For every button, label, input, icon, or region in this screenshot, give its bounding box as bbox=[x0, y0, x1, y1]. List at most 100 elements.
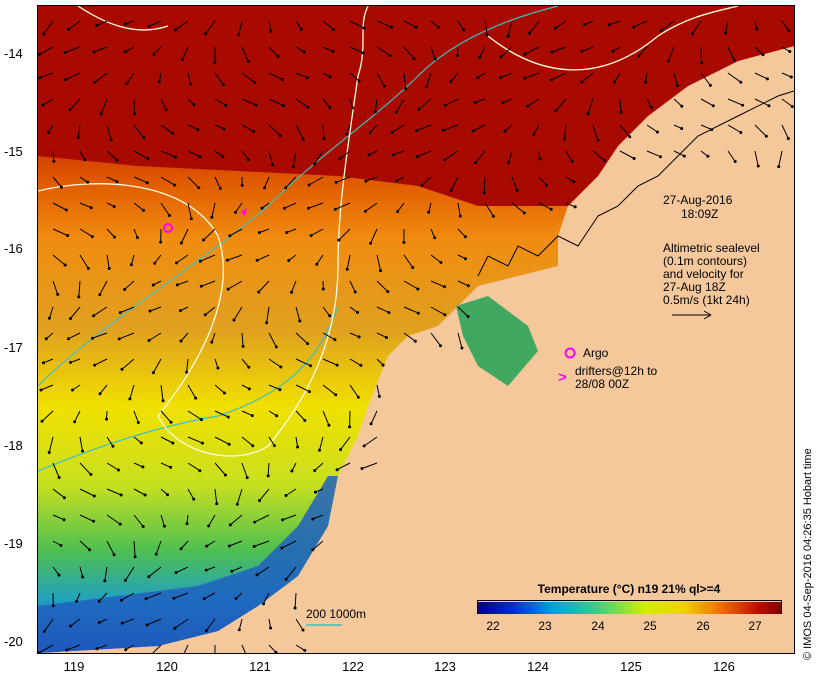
velocity-vector bbox=[79, 436, 83, 452]
velocity-vector bbox=[181, 46, 189, 60]
velocity-vector bbox=[592, 124, 599, 141]
velocity-vector bbox=[445, 98, 459, 106]
velocity-vector bbox=[231, 566, 243, 572]
velocity-vector-head bbox=[59, 185, 63, 189]
velocity-vector bbox=[619, 124, 631, 138]
velocity-vector bbox=[363, 436, 378, 447]
velocity-vector-head bbox=[221, 83, 225, 87]
velocity-vector bbox=[502, 98, 513, 104]
velocity-vector-field bbox=[38, 20, 794, 653]
velocity-vector bbox=[376, 280, 389, 292]
y-tick-label: -16 bbox=[4, 241, 23, 256]
velocity-vector bbox=[430, 20, 439, 28]
velocity-vector bbox=[106, 228, 115, 238]
velocity-vector-head bbox=[43, 629, 46, 633]
velocity-vector-head bbox=[285, 231, 289, 234]
velocity-vector-head bbox=[706, 154, 710, 158]
velocity-vector bbox=[160, 98, 167, 110]
velocity-vector-head bbox=[69, 317, 72, 320]
velocity-vector bbox=[241, 462, 248, 478]
velocity-vector bbox=[335, 176, 351, 183]
velocity-vector bbox=[308, 202, 324, 209]
velocity-vector-head bbox=[464, 257, 467, 261]
velocity-vector bbox=[551, 46, 567, 53]
velocity-vector bbox=[238, 20, 243, 35]
velocity-vector bbox=[339, 150, 351, 160]
velocity-vector bbox=[70, 306, 81, 319]
velocity-vector-head bbox=[39, 388, 43, 392]
velocity-vector bbox=[479, 46, 486, 58]
bathymetry-legend-label: 200 1000m bbox=[306, 607, 367, 621]
x-tick-label: 123 bbox=[434, 659, 456, 674]
velocity-vector-head bbox=[119, 493, 123, 497]
y-tick-label: -19 bbox=[4, 536, 23, 551]
velocity-vector bbox=[338, 228, 351, 241]
velocity-vector-head bbox=[157, 80, 161, 84]
velocity-vector bbox=[266, 306, 270, 323]
velocity-vector bbox=[98, 592, 108, 602]
velocity-vector bbox=[254, 514, 270, 523]
velocity-vector-head bbox=[98, 293, 102, 297]
velocity-vector-head bbox=[439, 261, 443, 264]
velocity-vector-head bbox=[124, 578, 127, 582]
velocity-vector bbox=[727, 150, 736, 162]
velocity-vector-head bbox=[42, 32, 46, 36]
velocity-vector-head bbox=[777, 165, 781, 169]
velocity-vector bbox=[146, 618, 162, 626]
velocity-vector-head bbox=[63, 263, 67, 267]
velocity-vector-head bbox=[550, 78, 554, 82]
velocity-vector bbox=[322, 358, 338, 366]
velocity-vector-head bbox=[64, 78, 67, 82]
colorbar bbox=[477, 600, 782, 614]
velocity-vector bbox=[187, 124, 199, 131]
colorbar-label: 25 bbox=[643, 619, 657, 633]
velocity-vector-head bbox=[335, 363, 339, 367]
velocity-vector bbox=[285, 488, 297, 496]
velocity-vector-head bbox=[251, 444, 255, 448]
velocity-vector bbox=[214, 98, 226, 106]
sealevel-contour bbox=[77, 6, 169, 31]
velocity-vector bbox=[292, 150, 297, 167]
velocity-vector-head bbox=[711, 104, 715, 108]
velocity-vector bbox=[483, 176, 486, 193]
velocity-vector bbox=[403, 20, 417, 28]
velocity-vector bbox=[295, 410, 306, 421]
velocity-vector bbox=[70, 358, 81, 363]
velocity-vector bbox=[79, 176, 88, 183]
velocity-vector bbox=[633, 20, 648, 28]
velocity-vector-head bbox=[119, 598, 123, 602]
velocity-vector bbox=[153, 46, 162, 55]
velocity-vector-head bbox=[282, 206, 286, 210]
velocity-vector bbox=[268, 384, 281, 391]
velocity-vector bbox=[295, 358, 311, 367]
velocity-vector-head bbox=[198, 259, 202, 263]
velocity-vector-head bbox=[682, 154, 686, 158]
velocity-vector-head bbox=[433, 57, 437, 61]
velocity-vector-head bbox=[655, 130, 659, 134]
velocity-vector-head bbox=[659, 155, 662, 159]
velocity-vector-head bbox=[306, 342, 310, 346]
velocity-vector bbox=[180, 228, 189, 244]
velocity-vector-head bbox=[139, 441, 143, 445]
velocity-vector-head bbox=[202, 597, 206, 601]
velocity-vector bbox=[43, 20, 54, 35]
cold-coastal-band bbox=[38, 476, 338, 653]
velocity-vector bbox=[148, 20, 162, 27]
velocity-vector bbox=[227, 280, 243, 290]
velocity-vector-head bbox=[213, 61, 217, 65]
velocity-vector bbox=[229, 514, 243, 526]
velocity-vector-head bbox=[676, 84, 679, 88]
velocity-vector-head bbox=[44, 337, 48, 341]
velocity-vector bbox=[673, 150, 685, 157]
velocity-vector-head bbox=[93, 363, 97, 367]
velocity-vector-head bbox=[367, 153, 371, 157]
velocity-vector bbox=[430, 228, 436, 238]
velocity-vector-head bbox=[62, 518, 66, 522]
velocity-vector-head bbox=[159, 240, 163, 244]
velocity-vector-head bbox=[333, 338, 337, 342]
velocity-vector-head bbox=[328, 314, 332, 318]
velocity-vector bbox=[175, 566, 189, 574]
velocity-vector-head bbox=[384, 336, 388, 339]
velocity-vector bbox=[475, 98, 486, 103]
velocity-vector-head bbox=[198, 469, 202, 473]
